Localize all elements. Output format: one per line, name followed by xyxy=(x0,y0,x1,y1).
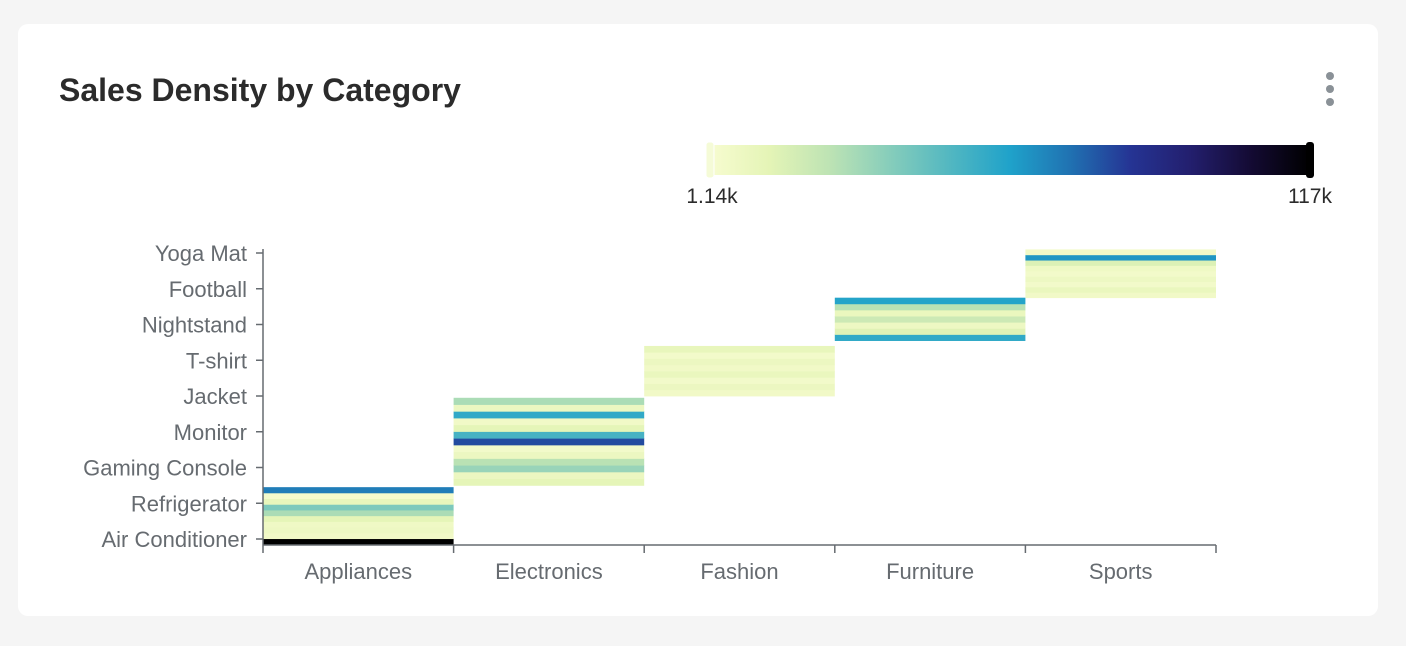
heatmap-cell xyxy=(834,322,1026,329)
heatmap-cell xyxy=(644,345,835,353)
heatmap-cell xyxy=(644,364,835,372)
heatmap-cell xyxy=(834,328,1026,335)
heatmap-cell xyxy=(834,303,1026,311)
y-tick-label: Air Conditioner xyxy=(101,527,247,552)
y-tick-label: Nightstand xyxy=(142,313,247,338)
heatmap-cell xyxy=(1025,254,1216,261)
heatmap-cell xyxy=(453,438,645,446)
heatmap-cell xyxy=(644,370,835,378)
heatmap-cell xyxy=(453,411,645,419)
legend-max-handle[interactable] xyxy=(1306,142,1314,178)
y-tick-label: Jacket xyxy=(183,384,247,409)
heatmap-cell xyxy=(263,538,454,545)
x-tick-label: Appliances xyxy=(304,559,412,584)
heatmap-cell xyxy=(834,309,1026,317)
y-tick-label: Gaming Console xyxy=(83,456,247,481)
heatmap-cell xyxy=(263,492,454,499)
heatmap-cells xyxy=(263,249,1216,545)
heatmap-cell xyxy=(1025,249,1216,256)
heatmap-cell xyxy=(1025,292,1216,299)
legend-max-label: 117k xyxy=(1288,185,1332,208)
legend-gradient-bar xyxy=(710,145,1310,175)
y-tick-label: Football xyxy=(169,277,247,302)
heatmap-cell xyxy=(263,498,454,505)
heatmap-cell xyxy=(453,478,645,486)
heatmap-cell xyxy=(644,358,835,366)
heatmap-cell xyxy=(453,404,645,412)
heatmap-cell xyxy=(644,389,835,397)
heatmap-cell xyxy=(263,510,454,517)
heatmap-cell xyxy=(453,444,645,453)
heatmap-cell xyxy=(834,297,1026,305)
heatmap-cell xyxy=(453,451,645,459)
heatmap-cell xyxy=(263,487,454,494)
heatmap-cell xyxy=(1025,281,1216,288)
heatmap-cell xyxy=(1025,265,1216,272)
color-legend: 1.14k 117k xyxy=(686,141,1332,208)
heatmap-cell xyxy=(834,316,1026,323)
card-title: Sales Density by Category xyxy=(59,72,461,108)
x-tick-label: Electronics xyxy=(495,559,603,584)
more-vertical-icon[interactable] xyxy=(1316,70,1344,108)
heatmap-cell xyxy=(453,431,645,439)
heatmap-cell xyxy=(644,352,835,359)
heatmap-cell xyxy=(453,471,645,480)
y-tick-label: T-shirt xyxy=(186,348,247,373)
heatmap-cell xyxy=(263,515,454,522)
chart-card: Sales Density by Category xyxy=(18,24,1378,616)
x-tick-label: Furniture xyxy=(886,559,974,584)
y-tick-label: Refrigerator xyxy=(131,491,247,516)
heatmap-cell xyxy=(1025,260,1216,266)
heatmap-cell xyxy=(453,424,645,432)
axes: Air Conditioner Refrigerator Gaming Consol… xyxy=(83,241,1217,584)
heatmap-cell xyxy=(1025,270,1216,277)
heatmap-cell xyxy=(453,397,645,405)
y-tick-label: Monitor xyxy=(174,420,247,445)
heatmap-cell xyxy=(453,465,645,473)
heatmap-cell xyxy=(644,377,835,384)
x-tick-label: Sports xyxy=(1089,559,1153,584)
heatmap-cell xyxy=(834,334,1026,341)
heatmap-cell xyxy=(453,458,645,466)
heatmap-cell xyxy=(263,521,454,528)
legend-min-label: 1.14k xyxy=(686,185,738,208)
heatmap-cell xyxy=(263,504,454,511)
y-tick-label: Yoga Mat xyxy=(155,241,247,266)
heatmap-cell xyxy=(263,532,454,540)
heatmap-cell xyxy=(1025,286,1216,293)
legend-min-handle[interactable] xyxy=(705,141,715,179)
heatmap-cell xyxy=(453,418,645,426)
heatmap-cell xyxy=(644,383,835,391)
heatmap-cell xyxy=(263,527,454,534)
x-tick-label: Fashion xyxy=(700,559,778,584)
heatmap-cell xyxy=(1025,276,1216,282)
